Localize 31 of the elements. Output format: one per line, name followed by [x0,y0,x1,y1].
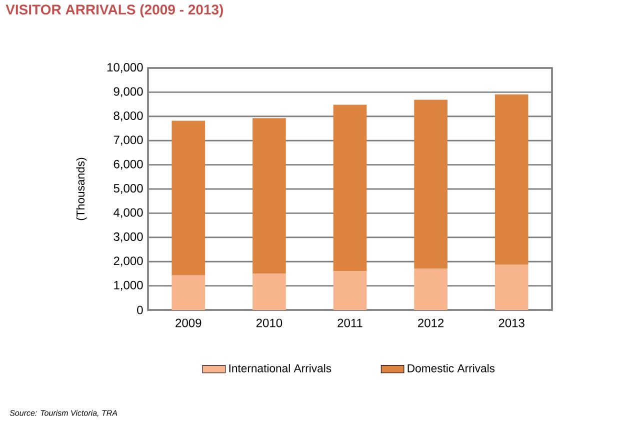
bar [252,118,286,274]
bar [172,275,206,310]
bar [414,100,448,269]
y-tick-label: 9,000 [114,87,143,98]
chart-title: VISITOR ARRIVALS (2009 - 2013) [6,4,223,18]
y-tick-label: 7,000 [114,136,143,146]
legend-label: International Arrivals [229,364,332,372]
y-tick-label: 5,000 [114,184,143,194]
bar [252,274,286,310]
bar [333,271,367,310]
y-tick-label: 1,000 [114,280,143,291]
y-tick-label: 10,000 [108,63,143,73]
y-tick-label: 3,000 [114,232,143,242]
x-tick-label: 2013 [498,318,524,328]
bar [172,120,206,276]
bar [333,104,367,272]
x-tick-label: 2009 [176,318,202,328]
x-tick-label: 2010 [256,318,282,328]
y-tick-label: 6,000 [114,160,143,170]
bar [414,268,448,310]
x-tick-label: 2012 [418,318,444,328]
source-note: Source: Tourism Victoria, TRA [10,410,118,417]
y-axis-title: (Thousands) [76,158,87,220]
bar [494,264,528,310]
y-tick-label: 4,000 [114,208,143,218]
legend-label: Domestic Arrivals [408,364,495,372]
x-tick-label: 2011 [338,318,362,328]
bar [494,94,528,264]
y-tick-label: 8,000 [114,111,143,122]
y-tick-label: 2,000 [114,256,143,267]
y-tick-label: 0 [137,306,143,314]
